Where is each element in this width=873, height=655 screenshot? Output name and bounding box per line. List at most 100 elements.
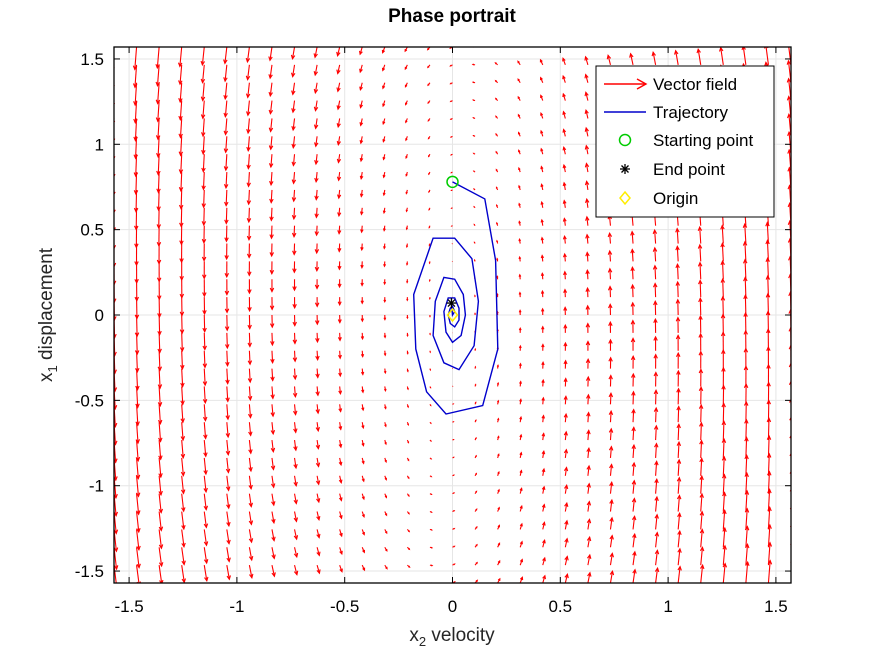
vector-arrow bbox=[564, 519, 569, 530]
vector-arrow bbox=[313, 100, 319, 112]
vector-arrow bbox=[632, 568, 637, 583]
vector-arrow bbox=[429, 457, 433, 460]
vector-arrow bbox=[180, 457, 186, 477]
vector-arrow bbox=[519, 398, 523, 405]
vector-arrow bbox=[675, 334, 681, 351]
vector-arrow bbox=[450, 153, 453, 156]
vector-arrow bbox=[519, 433, 523, 441]
vector-arrow bbox=[361, 564, 366, 572]
vector-arrow bbox=[406, 279, 409, 284]
vector-arrow bbox=[271, 511, 276, 525]
vector-arrow bbox=[181, 529, 186, 548]
vector-arrow bbox=[517, 113, 521, 119]
vector-arrow bbox=[158, 475, 163, 497]
vector-arrow bbox=[135, 457, 141, 480]
vector-arrow bbox=[540, 183, 544, 191]
vector-arrow bbox=[676, 458, 682, 476]
vector-arrow bbox=[700, 563, 705, 583]
start-point-marker bbox=[446, 175, 459, 189]
vector-arrow bbox=[452, 492, 456, 495]
vector-arrow bbox=[156, 172, 161, 194]
vector-arrow bbox=[474, 419, 477, 423]
vector-arrow bbox=[248, 529, 254, 544]
legend-origin-marker bbox=[619, 190, 631, 206]
vector-arrow bbox=[631, 515, 637, 530]
vector-arrow bbox=[247, 332, 253, 348]
vector-arrow bbox=[203, 511, 209, 529]
vector-arrow bbox=[562, 74, 566, 83]
vector-arrow bbox=[202, 314, 207, 333]
vector-arrow bbox=[360, 261, 364, 269]
vector-arrow bbox=[360, 243, 364, 252]
vector-arrow bbox=[337, 207, 342, 218]
vector-arrow bbox=[676, 369, 681, 387]
vector-arrow bbox=[290, 64, 296, 78]
vector-arrow bbox=[114, 225, 117, 250]
vector-arrow bbox=[178, 172, 184, 193]
vector-arrow bbox=[384, 404, 387, 410]
vector-arrow bbox=[202, 332, 207, 351]
vector-arrow bbox=[698, 403, 704, 423]
vector-arrow bbox=[563, 377, 568, 387]
vector-arrow bbox=[697, 225, 703, 244]
vector-arrow bbox=[181, 511, 186, 531]
vector-arrow bbox=[225, 368, 230, 385]
vector-arrow bbox=[677, 512, 682, 530]
vector-arrow bbox=[156, 261, 162, 283]
vector-arrow bbox=[722, 508, 727, 530]
vector-arrow bbox=[337, 189, 342, 200]
vector-arrow bbox=[313, 47, 318, 59]
vector-arrow bbox=[632, 532, 637, 548]
vector-arrow bbox=[293, 422, 298, 434]
vector-arrow bbox=[518, 184, 521, 191]
vector-arrow bbox=[653, 353, 658, 369]
vector-arrow bbox=[789, 398, 791, 423]
vector-arrow bbox=[428, 243, 431, 247]
vector-arrow bbox=[314, 243, 320, 255]
vector-arrow bbox=[472, 99, 476, 102]
vector-arrow bbox=[743, 276, 748, 298]
vector-arrow bbox=[653, 300, 658, 316]
vector-arrow bbox=[269, 297, 275, 311]
vector-arrow bbox=[631, 443, 636, 458]
vector-arrow bbox=[720, 242, 725, 262]
vector-arrow bbox=[314, 154, 319, 166]
vector-arrow bbox=[542, 556, 546, 566]
vector-arrow bbox=[383, 386, 387, 392]
vector-arrow bbox=[473, 223, 476, 226]
vector-arrow bbox=[563, 341, 568, 351]
vector-arrow bbox=[608, 303, 613, 316]
vector-arrow bbox=[382, 189, 386, 197]
vector-arrow bbox=[203, 457, 208, 476]
vector-arrow bbox=[246, 136, 251, 153]
vector-arrow bbox=[268, 100, 274, 115]
y-tick-label: 1 bbox=[95, 135, 104, 154]
vector-arrow bbox=[472, 117, 476, 119]
vector-arrow bbox=[248, 475, 253, 491]
vector-arrow bbox=[518, 273, 522, 280]
vector-arrow bbox=[225, 457, 231, 474]
vector-arrow bbox=[654, 513, 659, 530]
vector-arrow bbox=[586, 464, 591, 476]
vector-arrow bbox=[541, 414, 546, 423]
trajectory-line bbox=[412, 181, 499, 415]
vector-arrow bbox=[133, 136, 138, 160]
vector-arrow bbox=[136, 547, 141, 569]
vector-arrow bbox=[359, 189, 364, 198]
vector-arrow bbox=[158, 440, 163, 461]
vector-arrow bbox=[202, 261, 207, 280]
end-point-marker bbox=[446, 298, 457, 309]
vector-arrow bbox=[495, 204, 499, 208]
vector-arrow bbox=[293, 547, 299, 559]
vector-arrow bbox=[699, 528, 705, 548]
vector-arrow bbox=[158, 422, 163, 443]
vector-arrow bbox=[314, 172, 319, 184]
vector-arrow bbox=[248, 511, 254, 526]
vector-arrow bbox=[181, 493, 186, 513]
vector-arrow bbox=[359, 64, 363, 74]
vector-arrow bbox=[180, 475, 186, 495]
vector-arrow bbox=[201, 207, 207, 227]
vector-arrow bbox=[337, 332, 342, 342]
vector-arrow bbox=[721, 420, 727, 441]
